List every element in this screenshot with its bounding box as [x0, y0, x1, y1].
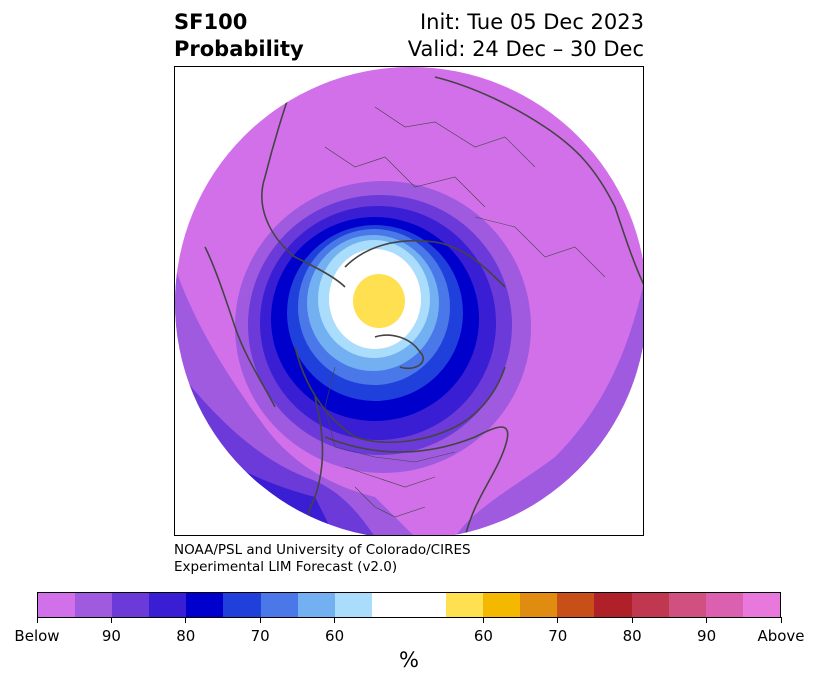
colorbar-segment: [334, 593, 372, 617]
map-title-probability: Probability: [174, 37, 304, 61]
coastlines: [204, 76, 643, 535]
colorbar-tick: [631, 617, 633, 623]
colorbar-segment: [186, 593, 224, 617]
colorbar-tick: [780, 617, 782, 623]
init-date: Init: Tue 05 Dec 2023: [419, 10, 644, 34]
map-title-variable: SF100: [174, 10, 248, 34]
colorbar-tick: [334, 617, 336, 623]
colorbar-segment: [594, 593, 632, 617]
colorbar-tick-label: 80: [176, 627, 196, 645]
colorbar-tick: [259, 617, 261, 623]
credit-line-2: Experimental LIM Forecast (v2.0): [174, 559, 398, 575]
colorbar-segment: [668, 593, 706, 617]
colorbar-segment: [742, 593, 780, 617]
valid-period: Valid: 24 Dec – 30 Dec: [407, 37, 644, 61]
colorbar: [37, 592, 781, 618]
credit-text: NOAA/PSL and University of Colorado/CIRE…: [174, 542, 471, 576]
colorbar-segment: [631, 593, 669, 617]
polar-map: [174, 66, 644, 536]
colorbar-segment: [149, 593, 187, 617]
colorbar-tick: [482, 617, 484, 623]
colorbar-tick-label: Above: [757, 627, 805, 645]
colorbar-tick: [36, 617, 38, 623]
colorbar-tick-label: 70: [548, 627, 568, 645]
colorbar-segment: [260, 593, 298, 617]
colorbar-segment: [520, 593, 558, 617]
colorbar-segment: [38, 593, 76, 617]
probability-map-svg: [175, 67, 643, 535]
colorbar-segment: [223, 593, 261, 617]
colorbar-tick-label: 90: [101, 627, 121, 645]
colorbar-tick-label: 60: [325, 627, 345, 645]
map-title-left: SF100 Probability: [174, 9, 304, 63]
colorbar-tick-label: 60: [473, 627, 493, 645]
colorbar-tick-label: 90: [697, 627, 717, 645]
colorbar-tick: [557, 617, 559, 623]
colorbar-tick: [185, 617, 187, 623]
colorbar-tick-label: 70: [250, 627, 270, 645]
colorbar-segment: [557, 593, 595, 617]
colorbar-unit: %: [399, 648, 419, 672]
colorbar-tick-label: 80: [622, 627, 642, 645]
colorbar-segment: [297, 593, 335, 617]
contour-above-60: [353, 274, 405, 328]
colorbar-segment: [705, 593, 743, 617]
colorbar-segment: [483, 593, 521, 617]
colorbar-tick: [706, 617, 708, 623]
colorbar-segment: [75, 593, 113, 617]
credit-line-1: NOAA/PSL and University of Colorado/CIRE…: [174, 542, 471, 558]
colorbar-segment: [112, 593, 150, 617]
colorbar-segment: [446, 593, 484, 617]
colorbar-tick: [110, 617, 112, 623]
colorbar-tick-label: Below: [14, 627, 60, 645]
map-title-right: Init: Tue 05 Dec 2023 Valid: 24 Dec – 30…: [408, 9, 644, 63]
colorbar-segment: [371, 593, 447, 617]
